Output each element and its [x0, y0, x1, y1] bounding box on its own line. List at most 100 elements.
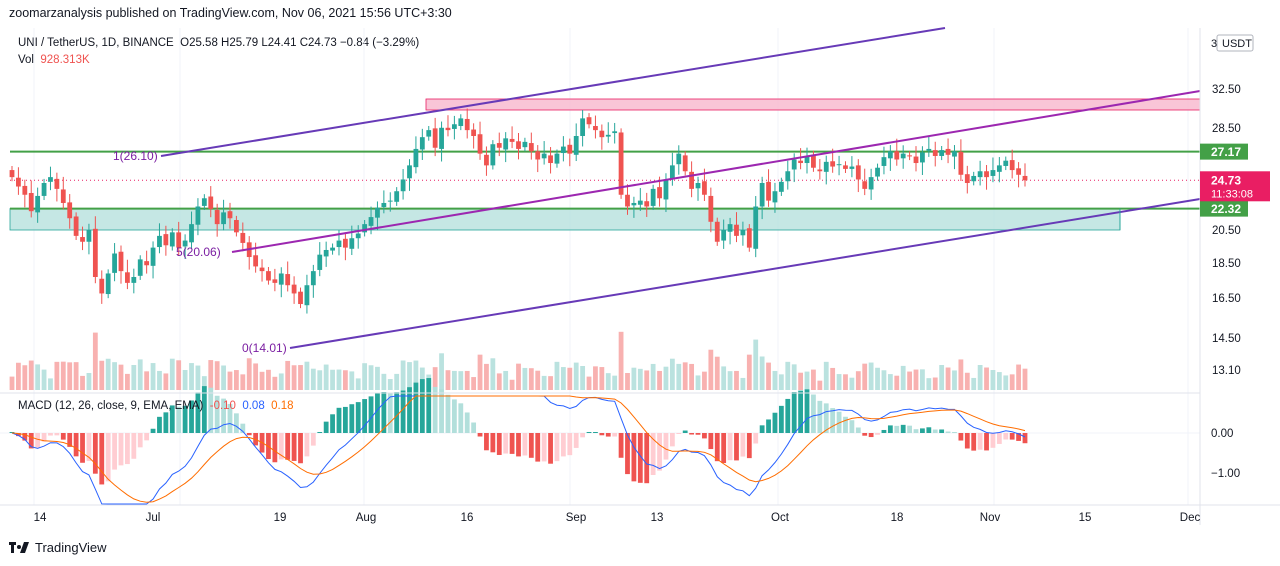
footer-brand[interactable]: TradingView: [35, 540, 107, 555]
macd-hist-bar: [599, 433, 605, 436]
candle: [593, 115, 598, 139]
macd-hist-bar: [702, 433, 707, 439]
candle: [394, 187, 400, 206]
volume-bar: [811, 369, 816, 390]
volume-bar: [246, 358, 252, 390]
price-tick-label: 28.50: [1212, 123, 1241, 135]
channel-mid-line: [231, 90, 1201, 253]
macd-hist-bar: [298, 433, 303, 464]
volume-bar: [907, 371, 912, 390]
volume-bar: [586, 376, 592, 390]
candle: [503, 132, 509, 163]
candle: [913, 146, 919, 172]
volume-bar: [317, 370, 323, 390]
candle: [214, 203, 220, 237]
volume-bar: [342, 370, 348, 390]
volume-label[interactable]: Vol: [18, 54, 34, 66]
candle: [535, 145, 541, 173]
candle: [907, 151, 912, 161]
candle: [932, 141, 938, 167]
candle-body: [637, 200, 643, 205]
candle: [266, 267, 271, 285]
macd-hist-bar: [676, 433, 682, 434]
candle-body: [676, 153, 682, 165]
macd-hist-bar: [881, 429, 887, 433]
candle-body: [772, 191, 778, 203]
volume-bar: [695, 375, 701, 390]
candle: [522, 137, 528, 152]
candle: [637, 188, 643, 211]
candle-body: [439, 127, 444, 149]
macd-hist-bar: [137, 433, 143, 448]
volume-bar: [650, 363, 656, 390]
candle-body: [1009, 160, 1015, 171]
candle: [528, 132, 534, 160]
candle-body: [355, 233, 361, 239]
candle: [73, 212, 79, 240]
volume-bar: [605, 373, 611, 390]
macd-hist-bar: [932, 429, 938, 433]
candle: [823, 155, 829, 185]
candle-body: [804, 155, 810, 164]
macd-hist-bar: [714, 433, 720, 462]
macd-hist-bar: [227, 403, 233, 433]
candle: [964, 165, 970, 194]
macd-hist-bar: [798, 390, 804, 433]
candle-body: [811, 154, 816, 168]
macd-hist-bar: [419, 379, 425, 433]
fib-label-1: 1(26.10): [113, 149, 158, 163]
volume-bar: [291, 365, 297, 390]
time-tick-label: 13: [651, 512, 664, 524]
macd-tick-label: −1.00: [1211, 468, 1240, 480]
candle: [612, 122, 618, 144]
volume-bar: [381, 373, 387, 390]
volume-bar: [573, 362, 579, 390]
candle: [298, 287, 303, 309]
candle: [458, 114, 464, 131]
candle-body: [201, 198, 207, 206]
macd-hist-bar: [996, 433, 1002, 444]
candle: [496, 132, 502, 157]
macd-hist-bar: [580, 433, 586, 438]
fib-label-0: 0(14.01): [242, 341, 287, 355]
macd-label[interactable]: MACD (12, 26, close, 9, EMA, EMA): [18, 400, 204, 412]
candle-body: [105, 273, 111, 295]
symbol-info[interactable]: UNI / TetherUS, 1D, BINANCE: [18, 37, 174, 49]
candle-body: [35, 195, 41, 213]
macd-hist-bar: [28, 433, 34, 449]
candle: [99, 270, 105, 304]
macd-hist-bar: [490, 433, 496, 453]
candle: [560, 136, 566, 162]
volume-bar: [1022, 368, 1028, 390]
volume-bar: [804, 371, 810, 390]
candle: [855, 159, 861, 193]
volume-bar: [240, 374, 246, 390]
candle-body: [625, 194, 630, 207]
candle-body: [67, 202, 73, 219]
macd-hist-bar: [150, 428, 156, 433]
candle-body: [907, 155, 912, 157]
macd-hist-bar: [310, 433, 316, 446]
macd-hist-bar: [663, 433, 669, 460]
volume-bar: [528, 368, 534, 390]
candle-body: [887, 151, 893, 159]
candle-body: [278, 273, 284, 285]
currency-prefix: 3: [1211, 38, 1217, 50]
macd-hist-bar: [35, 433, 41, 448]
candle: [137, 255, 143, 280]
candle-body: [862, 181, 868, 189]
macd-hist-bar: [746, 433, 752, 459]
macd-hist-bar: [849, 420, 855, 433]
candle-body: [926, 148, 932, 151]
volume-bar: [830, 367, 836, 390]
candle: [689, 161, 695, 198]
candle-body: [291, 284, 297, 294]
macd-hist-bar: [349, 404, 355, 433]
macd-hist-bar: [830, 408, 836, 433]
macd-hist-bar: [445, 394, 451, 433]
volume-bar: [522, 367, 528, 390]
volume-bar: [477, 354, 483, 390]
macd-hist-bar: [868, 433, 874, 438]
macd-hist-bar: [548, 433, 553, 464]
